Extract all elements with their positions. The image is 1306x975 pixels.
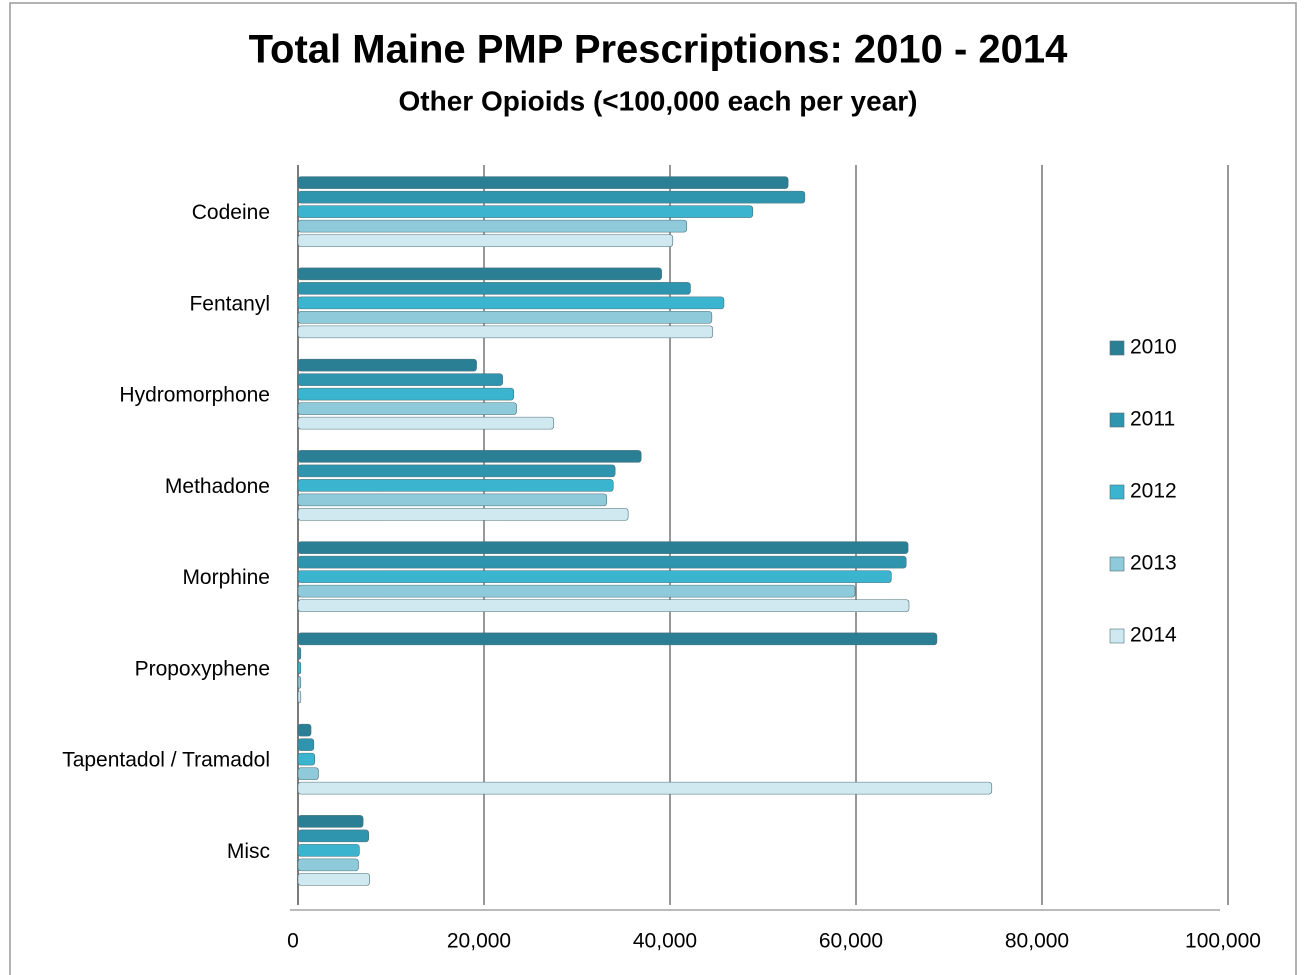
bar xyxy=(297,647,302,660)
x-tick-label: 20,000 xyxy=(447,930,511,953)
legend-swatch xyxy=(1109,412,1125,428)
chart-subtitle: Other Opioids (<100,000 each per year) xyxy=(398,85,917,116)
legend-label: 2012 xyxy=(1130,480,1177,503)
y-tick-label: Morphine xyxy=(182,566,270,589)
bar xyxy=(297,599,910,612)
bar xyxy=(297,661,302,675)
bar xyxy=(297,234,674,247)
bar xyxy=(297,325,714,339)
bar xyxy=(297,873,370,886)
bar xyxy=(297,541,909,554)
bar xyxy=(297,450,642,463)
legend-swatch xyxy=(1109,628,1125,644)
x-tick-label: 80,000 xyxy=(1005,930,1069,953)
legend-label: 2011 xyxy=(1130,408,1175,431)
legend-label: 2013 xyxy=(1130,552,1177,575)
bar xyxy=(297,815,364,828)
bar xyxy=(297,219,688,233)
bar xyxy=(297,416,555,430)
y-tick-label: Methadone xyxy=(165,475,270,498)
bar xyxy=(297,752,316,766)
x-tick-label: 60,000 xyxy=(819,930,883,953)
bar xyxy=(297,690,302,704)
bar xyxy=(297,555,907,569)
bar xyxy=(297,358,477,372)
legend-label: 2014 xyxy=(1130,624,1177,647)
y-tick-label: Misc xyxy=(227,840,270,863)
bar xyxy=(297,584,856,598)
bar xyxy=(297,570,892,583)
bar xyxy=(297,767,319,780)
x-tick-label: 40,000 xyxy=(633,930,697,953)
bar xyxy=(297,311,713,324)
bar xyxy=(297,508,629,521)
bar xyxy=(297,373,503,386)
bar xyxy=(297,844,360,857)
bar xyxy=(297,781,993,795)
bar xyxy=(297,738,315,751)
chart-title: Total Maine PMP Prescriptions: 2010 - 20… xyxy=(249,28,1069,72)
y-tick-label: Codeine xyxy=(192,201,270,224)
bar xyxy=(297,176,789,189)
bar xyxy=(297,267,662,281)
bar xyxy=(297,858,359,872)
chart-frame xyxy=(9,2,1297,975)
y-tick-label: Propoxyphene xyxy=(135,657,270,680)
bar xyxy=(297,205,754,218)
x-tick-label: 0 xyxy=(287,930,299,953)
bar xyxy=(297,676,302,689)
bar xyxy=(297,296,725,310)
bar xyxy=(297,402,517,415)
bar xyxy=(297,493,608,507)
legend-label: 2010 xyxy=(1130,336,1177,359)
y-tick-label: Tapentadol / Tramadol xyxy=(62,749,270,772)
legend-swatch xyxy=(1109,340,1125,356)
y-tick-label: Hydromorphone xyxy=(119,384,270,407)
bar xyxy=(297,632,938,646)
x-tick-label: 100,000 xyxy=(1185,930,1261,953)
bar xyxy=(297,282,691,295)
bar xyxy=(297,479,614,492)
legend-swatch xyxy=(1109,484,1125,500)
bar xyxy=(297,464,616,478)
bar xyxy=(297,387,515,401)
bar xyxy=(297,829,369,843)
bar xyxy=(297,190,806,204)
bar xyxy=(297,723,312,737)
y-tick-label: Fentanyl xyxy=(189,292,270,315)
legend-swatch xyxy=(1109,556,1125,572)
